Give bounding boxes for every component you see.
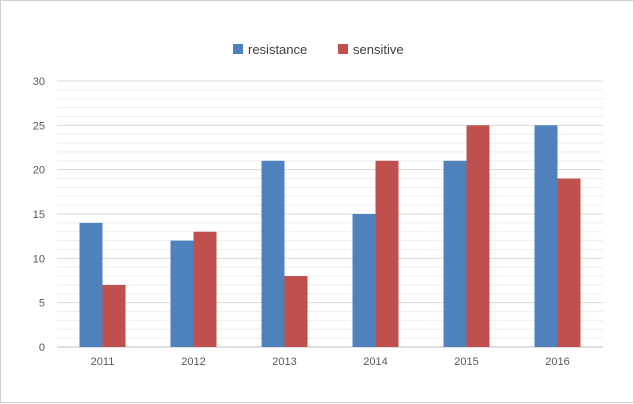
gridlines bbox=[57, 80, 603, 339]
bar-resistance-2016 bbox=[534, 125, 558, 347]
y-axis-ticks: 0 5 10 15 20 25 30 bbox=[33, 76, 45, 354]
legend-swatch-resistance bbox=[233, 44, 243, 54]
y-tick-label: 0 bbox=[39, 342, 45, 354]
legend-label-resistance: resistance bbox=[248, 42, 307, 57]
y-tick-label: 10 bbox=[33, 253, 45, 265]
legend: resistance sensitive bbox=[233, 42, 404, 57]
x-tick-label: 2013 bbox=[272, 356, 296, 368]
bar-sensitive-2016 bbox=[557, 178, 581, 347]
x-axis-ticks: 2011 2012 2013 2014 2015 2016 bbox=[91, 356, 570, 368]
bar-resistance-2015 bbox=[443, 160, 467, 347]
x-tick-label: 2012 bbox=[181, 356, 205, 368]
bars bbox=[79, 125, 581, 347]
bar-resistance-2013 bbox=[261, 160, 285, 347]
bar-sensitive-2014 bbox=[375, 160, 399, 347]
y-tick-label: 25 bbox=[33, 120, 45, 132]
legend-label-sensitive: sensitive bbox=[353, 42, 404, 57]
bar-resistance-2014 bbox=[352, 214, 376, 347]
y-tick-label: 15 bbox=[33, 209, 45, 221]
x-tick-label: 2016 bbox=[545, 356, 569, 368]
x-tick-label: 2011 bbox=[91, 356, 115, 368]
bar-sensitive-2012 bbox=[193, 231, 217, 347]
legend-swatch-sensitive bbox=[338, 44, 348, 54]
y-tick-label: 5 bbox=[39, 298, 45, 310]
x-tick-label: 2014 bbox=[363, 356, 387, 368]
bar-sensitive-2015 bbox=[466, 125, 490, 347]
x-tick-label: 2015 bbox=[454, 356, 478, 368]
y-tick-label: 20 bbox=[33, 165, 45, 177]
bar-sensitive-2013 bbox=[284, 276, 308, 347]
y-tick-label: 30 bbox=[33, 76, 45, 88]
bar-sensitive-2011 bbox=[102, 284, 126, 347]
bar-resistance-2012 bbox=[170, 240, 194, 347]
bar-resistance-2011 bbox=[79, 222, 103, 347]
